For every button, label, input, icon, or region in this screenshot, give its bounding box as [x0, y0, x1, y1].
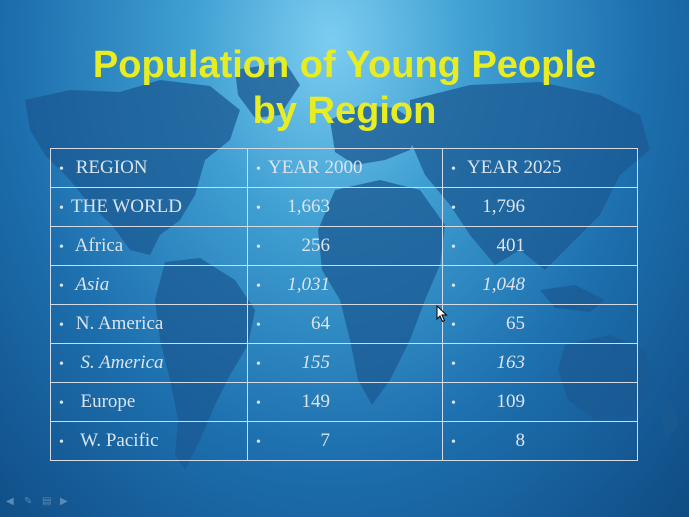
value-2000: 155: [301, 352, 331, 373]
header-region: • REGION: [50, 148, 248, 188]
slide-title: Population of Young People by Region: [0, 42, 689, 134]
table-header-row: • REGION • YEAR 2000 • YEAR 2025: [50, 148, 638, 188]
region-label: W. Pacific: [80, 430, 159, 451]
greenland-shape: [235, 62, 300, 118]
population-table: • REGION • YEAR 2000 • YEAR 2025 • THE WOR…: [50, 148, 638, 461]
arrow-right-icon[interactable]: ▶: [60, 496, 68, 507]
header-year-2025: • YEAR 2025: [442, 148, 638, 188]
value-2025: 1,048: [482, 274, 525, 295]
mouse-pointer-icon: [436, 305, 448, 323]
table-row: • N. America • 64 • 65: [50, 304, 638, 344]
region-label: THE WORLD: [71, 196, 182, 217]
slide-title-line-1: Population of Young People: [92, 44, 597, 86]
new-zealand-shape: [660, 400, 678, 440]
value-2025: 8: [515, 430, 526, 451]
value-2025: 163: [496, 352, 526, 373]
region-label: Africa: [74, 235, 124, 256]
pen-icon[interactable]: ✎: [24, 496, 33, 507]
table-row: • W. Pacific • 7 • 8: [50, 421, 638, 461]
value-2025: 65: [506, 313, 525, 334]
value-2025: 401: [496, 235, 526, 256]
region-label: N. America: [75, 313, 164, 334]
value-2000: 256: [301, 235, 331, 256]
value-2000: 64: [311, 313, 330, 334]
arrow-left-icon[interactable]: ◀: [6, 496, 14, 507]
menu-icon[interactable]: ▤: [42, 496, 52, 507]
value-2000: 1,663: [287, 196, 330, 217]
table-row: • S. America • 155 • 163: [50, 343, 638, 383]
table-row: • Europe • 149 • 109: [50, 382, 638, 422]
region-label: Europe: [80, 391, 136, 412]
table-row: • THE WORLD • 1,663 • 1,796: [50, 187, 638, 227]
value-2000: 7: [320, 430, 331, 451]
region-label: Asia: [75, 274, 110, 295]
slide-title-line-2: by Region: [252, 90, 437, 132]
value-2025: 1,796: [482, 196, 525, 217]
table-row: • Africa • 256 • 401: [50, 226, 638, 266]
table-row: • Asia • 1,031 • 1,048: [50, 265, 638, 305]
header-year-2000: • YEAR 2000: [247, 148, 443, 188]
value-2025: 109: [496, 391, 526, 412]
slideshow-nav-toolbar: ◀ ✎ ▤ ▶: [6, 497, 72, 511]
value-2000: 1,031: [287, 274, 330, 295]
value-2000: 149: [301, 391, 331, 412]
region-label: S. America: [80, 352, 164, 373]
